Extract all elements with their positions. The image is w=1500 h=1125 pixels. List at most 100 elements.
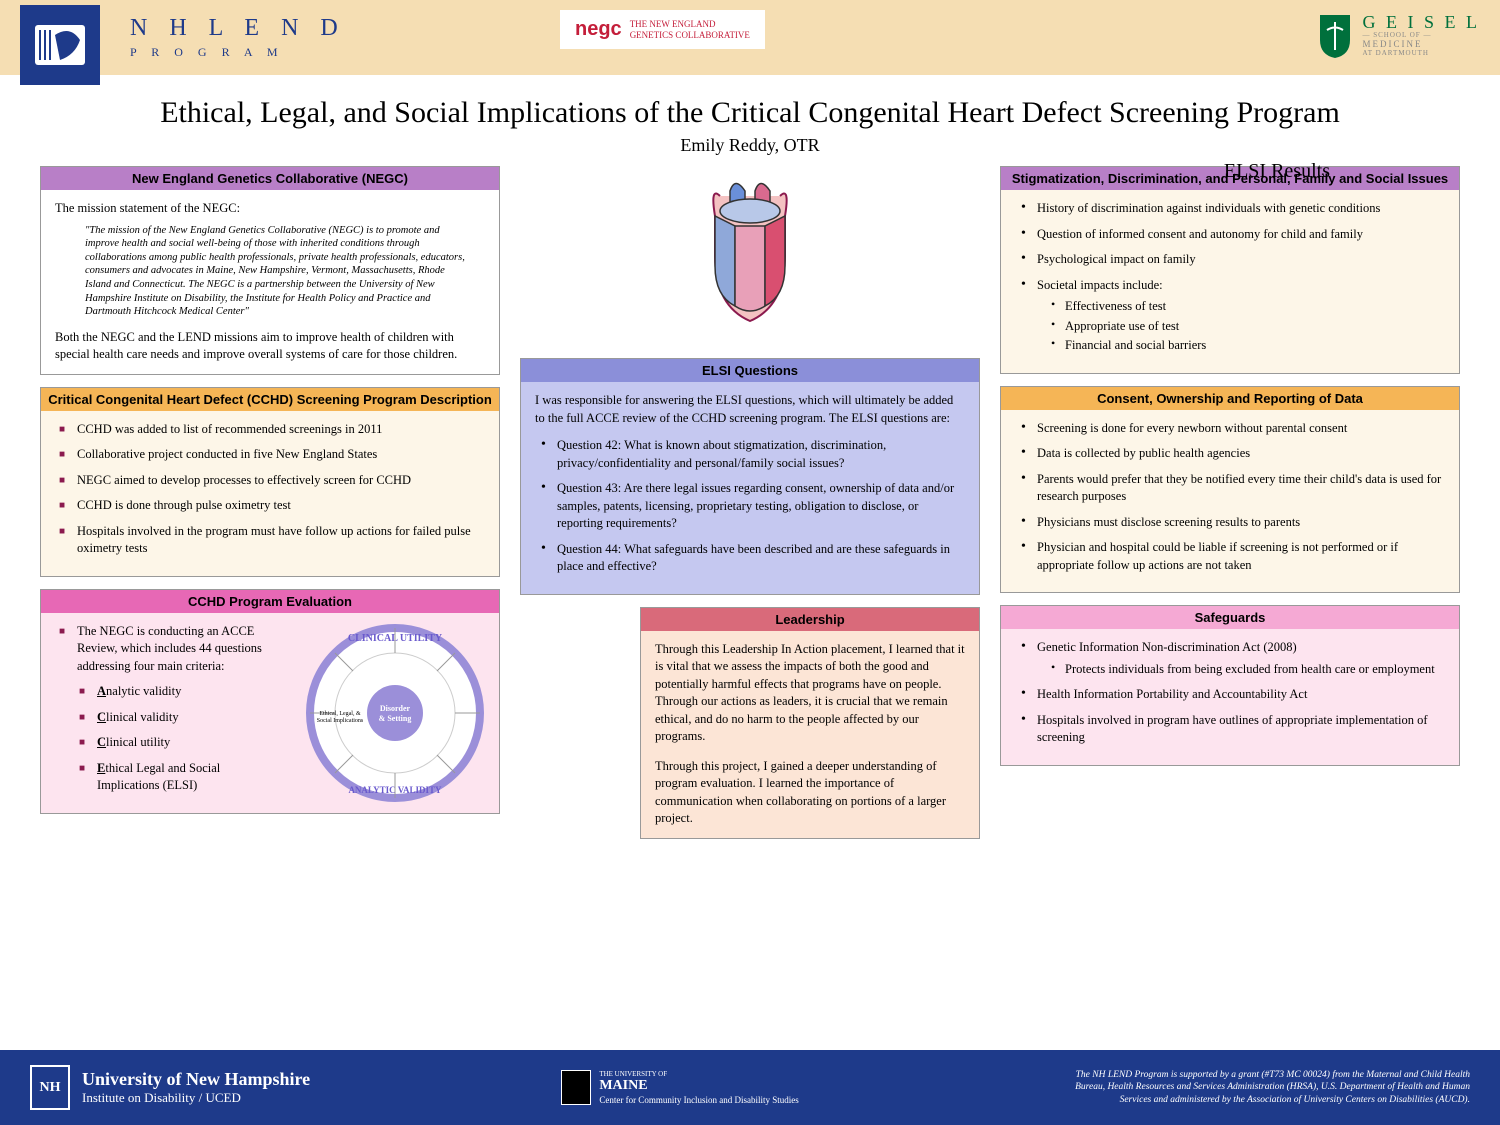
svg-text:Disorder: Disorder [380, 704, 411, 713]
nh-lend-subtitle: P R O G R A M [130, 45, 284, 60]
heart-icon [660, 166, 840, 346]
unh-name: University of New Hampshire [82, 1069, 310, 1090]
shield-icon [1315, 10, 1355, 60]
safeguards-list: Genetic Information Non-discrimination A… [1015, 639, 1445, 747]
list-item: Question of informed consent and autonom… [1015, 226, 1445, 244]
cchd-desc-list: CCHD was added to list of recommended sc… [55, 421, 485, 558]
elsi-questions-box: ELSI Questions I was responsible for ans… [520, 358, 980, 595]
leadership-box: Leadership Through this Leadership In Ac… [640, 607, 980, 839]
list-item: Question 44: What safeguards have been d… [535, 541, 965, 576]
footer-unh: NH University of New Hampshire Institute… [30, 1065, 310, 1110]
eval-body: The NEGC is conducting an ACCE Review, w… [41, 613, 499, 813]
eval-list: Analytic validity Clinical validity Clin… [75, 683, 285, 795]
list-item: Collaborative project conducted in five … [55, 446, 485, 464]
negc-body: The mission statement of the NEGC: "The … [41, 190, 499, 374]
content-grid: New England Genetics Collaborative (NEGC… [0, 156, 1500, 839]
eval-box: CCHD Program Evaluation The NEGC is cond… [40, 589, 500, 814]
list-item: Clinical validity [75, 709, 285, 727]
elsi-q-header: ELSI Questions [521, 359, 979, 382]
list-item: NEGC aimed to develop processes to effec… [55, 472, 485, 490]
list-item: Financial and social barriers [1047, 337, 1445, 355]
svg-text:& Setting: & Setting [379, 714, 412, 723]
maine-logo-icon [561, 1070, 591, 1105]
list-item: Clinical utility [75, 734, 285, 752]
list-item: Psychological impact on family [1015, 251, 1445, 269]
maine-label: THE UNIVERSITY OF [599, 1070, 798, 1078]
consent-box: Consent, Ownership and Reporting of Data… [1000, 386, 1460, 594]
leadership-body: Through this Leadership In Action placem… [641, 631, 979, 838]
elsi-results-heading: ELSI Results [1224, 160, 1330, 183]
list-item: Data is collected by public health agenc… [1015, 445, 1445, 463]
eval-intro: The NEGC is conducting an ACCE Review, w… [55, 623, 285, 676]
stigma-box: Stigmatization, Discrimination, and Pers… [1000, 166, 1460, 374]
consent-body: Screening is done for every newborn with… [1001, 410, 1459, 593]
heart-diagram [520, 166, 980, 346]
cchd-desc-header: Critical Congenital Heart Defect (CCHD) … [41, 388, 499, 411]
safeguards-body: Genetic Information Non-discrimination A… [1001, 629, 1459, 765]
poster-title: Ethical, Legal, and Social Implications … [0, 95, 1500, 131]
right-column: Stigmatization, Discrimination, and Pers… [1000, 166, 1460, 839]
consent-header: Consent, Ownership and Reporting of Data [1001, 387, 1459, 410]
stigma-body: History of discrimination against indivi… [1001, 190, 1459, 373]
elsi-q-list: Question 42: What is known about stigmat… [535, 437, 965, 576]
leadership-p1: Through this Leadership In Action placem… [655, 641, 965, 746]
list-item: History of discrimination against indivi… [1015, 200, 1445, 218]
list-item: Effectiveness of test [1047, 298, 1445, 316]
leadership-p2: Through this project, I gained a deeper … [655, 758, 965, 828]
list-item: Appropriate use of test [1047, 318, 1445, 336]
list-item: Physician and hospital could be liable i… [1015, 539, 1445, 574]
list-item: Parents would prefer that they be notifi… [1015, 471, 1445, 506]
geisel-sub3: AT DARTMOUTH [1363, 49, 1481, 57]
eval-header: CCHD Program Evaluation [41, 590, 499, 613]
safeguards-box: Safeguards Genetic Information Non-discr… [1000, 605, 1460, 766]
list-item: Protects individuals from being excluded… [1047, 661, 1445, 679]
list-item: Genetic Information Non-discrimination A… [1015, 639, 1445, 678]
list-item: Question 43: Are there legal issues rega… [535, 480, 965, 533]
negc-quote: "The mission of the New England Genetics… [55, 218, 485, 329]
left-column: New England Genetics Collaborative (NEGC… [40, 166, 500, 839]
negc-logo-text: negc [575, 18, 622, 41]
svg-text:Ethical, Legal, &: Ethical, Legal, & [319, 711, 361, 717]
footer-maine: THE UNIVERSITY OF MAINE Center for Commu… [561, 1070, 798, 1106]
unh-dept: Institute on Disability / UCED [82, 1090, 310, 1106]
consent-list: Screening is done for every newborn with… [1015, 420, 1445, 575]
maine-name: MAINE [599, 1078, 798, 1095]
footer: NH University of New Hampshire Institute… [0, 1050, 1500, 1125]
safeguards-header: Safeguards [1001, 606, 1459, 629]
header-band: N H L E N D P R O G R A M negc THE NEW E… [0, 0, 1500, 75]
elsi-q-intro: I was responsible for answering the ELSI… [535, 392, 965, 427]
maine-dept: Center for Community Inclusion and Disab… [599, 1095, 798, 1106]
list-item: Societal impacts include: Effectiveness … [1015, 277, 1445, 355]
nh-lend-title: N H L E N D [130, 15, 346, 42]
nh-lend-logo-icon [20, 5, 100, 85]
unh-shield-icon: NH [30, 1065, 70, 1110]
negc-outro: Both the NEGC and the LEND missions aim … [55, 329, 485, 364]
list-item: Hospitals involved in the program must h… [55, 523, 485, 558]
footer-grant: The NH LEND Program is supported by a gr… [1050, 1069, 1470, 1106]
geisel-sub1: — SCHOOL OF — [1363, 31, 1481, 39]
list-item: Screening is done for every newborn with… [1015, 420, 1445, 438]
elsi-q-body: I was responsible for answering the ELSI… [521, 382, 979, 594]
acce-wheel-icon: Disorder & Setting CLINICAL UTILITY ANAL… [305, 623, 485, 803]
negc-badge: negc THE NEW ENGLANDGENETICS COLLABORATI… [560, 10, 765, 49]
negc-header: New England Genetics Collaborative (NEGC… [41, 167, 499, 190]
list-item: Health Information Portability and Accou… [1015, 686, 1445, 704]
list-item: Analytic validity [75, 683, 285, 701]
geisel-name: G E I S E L [1363, 13, 1481, 31]
negc-box: New England Genetics Collaborative (NEGC… [40, 166, 500, 375]
poster-author: Emily Reddy, OTR [0, 135, 1500, 156]
list-item: CCHD is done through pulse oximetry test [55, 497, 485, 515]
cchd-desc-box: Critical Congenital Heart Defect (CCHD) … [40, 387, 500, 577]
negc-intro: The mission statement of the NEGC: [55, 200, 485, 218]
stigma-list: History of discrimination against indivi… [1015, 200, 1445, 355]
cchd-desc-body: CCHD was added to list of recommended sc… [41, 411, 499, 576]
list-item: Question 42: What is known about stigmat… [535, 437, 965, 472]
geisel-sub2: MEDICINE [1363, 39, 1481, 49]
negc-tagline: THE NEW ENGLANDGENETICS COLLABORATIVE [630, 19, 750, 41]
list-item: Hospitals involved in program have outli… [1015, 712, 1445, 747]
center-column: ELSI Questions I was responsible for ans… [520, 166, 980, 839]
list-item: CCHD was added to list of recommended sc… [55, 421, 485, 439]
svg-text:Social Implications: Social Implications [317, 718, 364, 724]
geisel-logo: G E I S E L — SCHOOL OF — MEDICINE AT DA… [1315, 10, 1481, 60]
list-item: Physicians must disclose screening resul… [1015, 514, 1445, 532]
